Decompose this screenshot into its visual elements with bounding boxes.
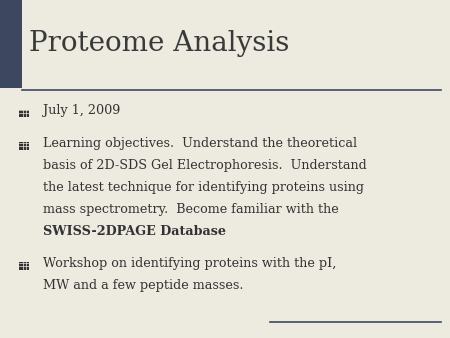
Bar [19,110,29,117]
Text: Workshop on identifying proteins with the pI,: Workshop on identifying proteins with th… [43,257,336,270]
Text: mass spectrometry.  Become familiar with the: mass spectrometry. Become familiar with … [43,203,338,216]
Text: Learning objectives.  Understand the theoretical: Learning objectives. Understand the theo… [43,137,357,150]
Text: the latest technique for identifying proteins using: the latest technique for identifying pro… [43,181,364,194]
Bar [19,262,29,270]
Text: July 1, 2009: July 1, 2009 [43,104,120,117]
Bar [19,142,29,150]
Text: SWISS-2DPAGE Database: SWISS-2DPAGE Database [43,225,226,238]
Text: Proteome Analysis: Proteome Analysis [29,30,290,57]
Bar [0,0,22,88]
Text: basis of 2D-SDS Gel Electrophoresis.  Understand: basis of 2D-SDS Gel Electrophoresis. Und… [43,159,366,172]
Text: MW and a few peptide masses.: MW and a few peptide masses. [43,279,243,292]
